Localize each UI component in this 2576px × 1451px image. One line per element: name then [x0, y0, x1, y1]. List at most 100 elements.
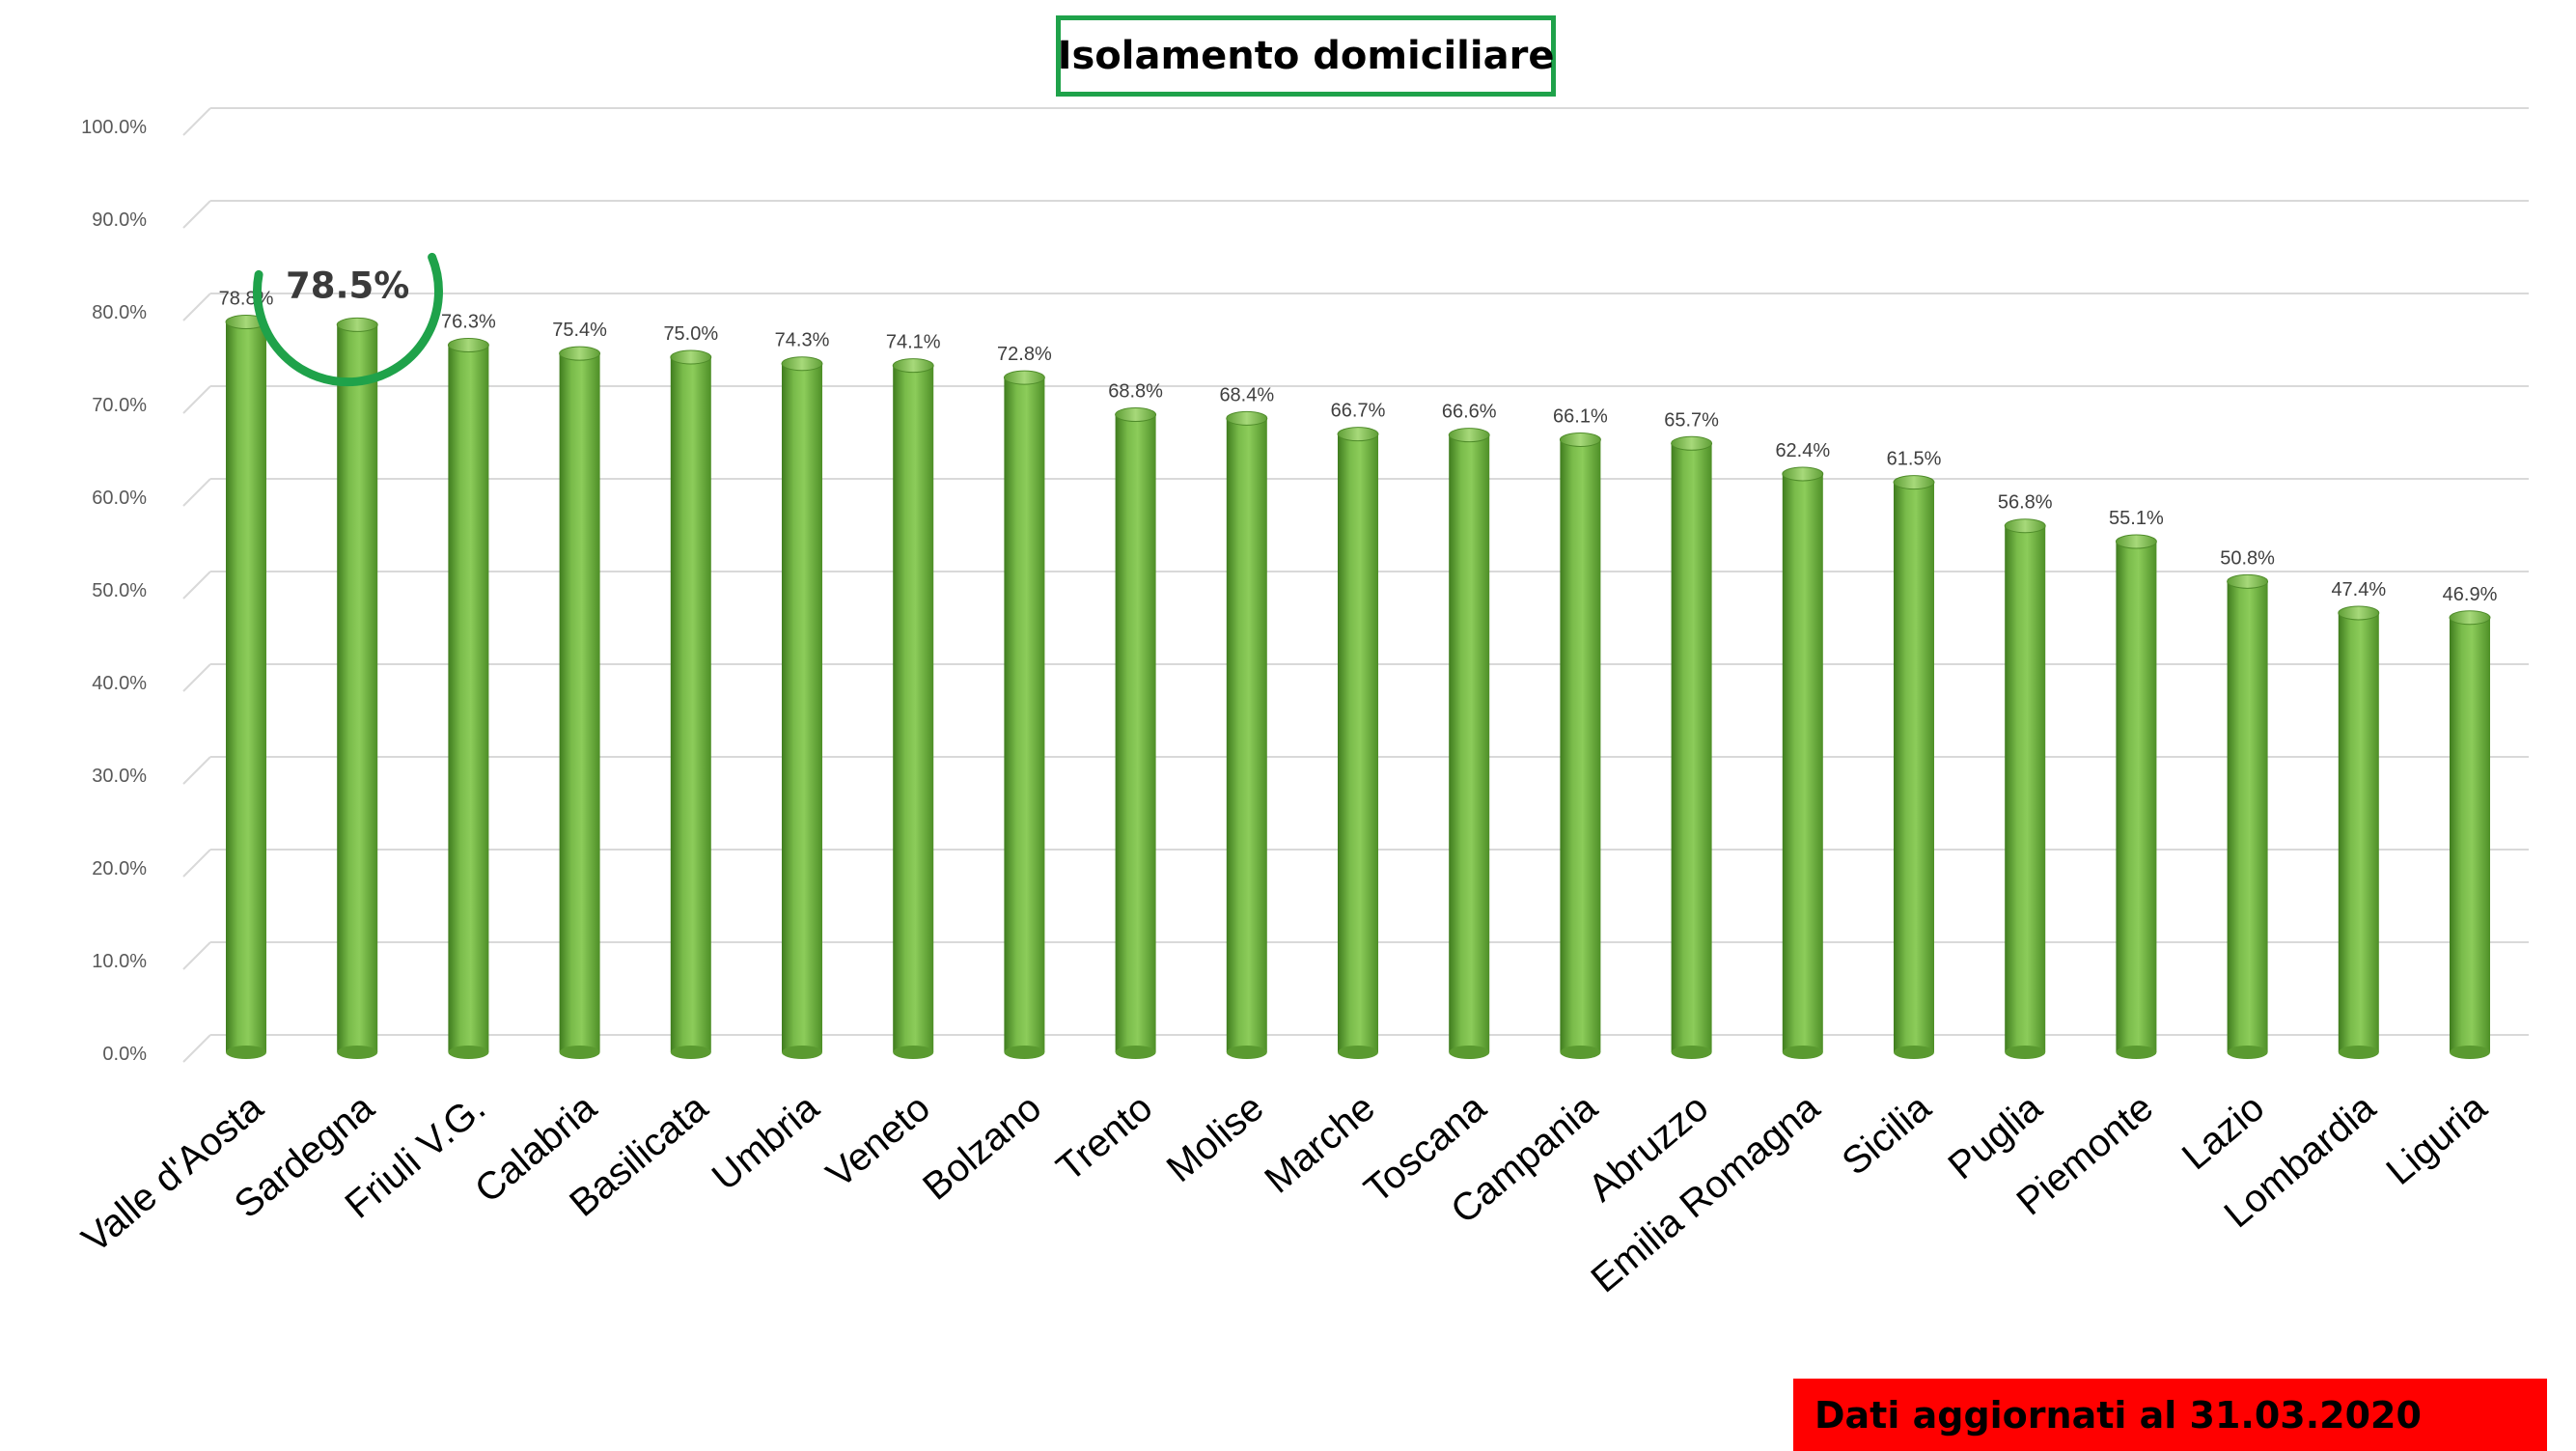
bar-cap [2004, 518, 2046, 534]
data-label: 61.5% [1887, 449, 1942, 470]
gridline-slant [182, 385, 211, 414]
bar-body [1004, 377, 1045, 1052]
gridline-slant [182, 849, 211, 878]
bar-base [2005, 1046, 2046, 1059]
bar-body [1449, 434, 1490, 1052]
data-label: 55.1% [2109, 508, 2164, 529]
bar [2227, 573, 2269, 1059]
bar-body [670, 357, 711, 1052]
data-labels: 78.8% 76.3% 75.4% 75.0% 74.3% 74.1% 72.8% 68.8%… [219, 289, 2498, 605]
bar [1893, 475, 1935, 1059]
bar-body [1338, 433, 1378, 1052]
gridline-slant [182, 941, 211, 970]
bar-body [448, 345, 489, 1052]
gridline-slant [182, 478, 211, 507]
data-label: 66.1% [1553, 405, 1608, 427]
bar-base [1560, 1046, 1601, 1059]
bar-cap [447, 338, 489, 353]
gridline-slant [182, 293, 211, 321]
bar-base [1894, 1046, 1934, 1059]
bar [1337, 427, 1379, 1059]
bar [336, 317, 378, 1059]
bar-base [1449, 1046, 1490, 1059]
data-label: 68.4% [1219, 384, 1274, 405]
bar-body [893, 365, 934, 1052]
bar [1226, 410, 1268, 1059]
bar [892, 358, 934, 1059]
bar-base [226, 1046, 266, 1059]
bar-base [782, 1046, 822, 1059]
x-tick-label: Bolzano [915, 1086, 1049, 1209]
data-label: 74.1% [886, 332, 941, 353]
bar [2449, 610, 2491, 1059]
bar-cap [1115, 407, 1157, 423]
bar [1115, 407, 1157, 1059]
bar [559, 346, 601, 1059]
bar-body [2227, 581, 2268, 1052]
bar-body [1894, 482, 1934, 1053]
bar [1003, 370, 1045, 1059]
bar-body [782, 363, 822, 1053]
x-tick-label: Trento [1049, 1086, 1161, 1189]
data-label: 68.8% [1108, 381, 1163, 403]
bar-base [893, 1046, 934, 1059]
bar-base [337, 1046, 378, 1059]
bar [1448, 428, 1490, 1059]
bar-base [670, 1046, 711, 1059]
bar [781, 356, 823, 1059]
bar-base [1671, 1046, 1712, 1059]
bar-body [1671, 443, 1712, 1052]
highlight-callout: 78.5% [252, 252, 443, 387]
bar-cap [1448, 428, 1490, 443]
data-label: 65.7% [1664, 409, 1719, 431]
y-tick-label: 30.0% [92, 766, 147, 787]
bar-cap [1782, 466, 1824, 482]
bar-base [1782, 1046, 1823, 1059]
x-tick-label: Molise [1159, 1086, 1272, 1190]
bar-base [1004, 1046, 1045, 1059]
gridline [182, 107, 2529, 136]
bar-base [2338, 1046, 2379, 1059]
x-tick-label: Liguria [2379, 1086, 2496, 1193]
gridline-slant [182, 756, 211, 785]
bar-body [1560, 439, 1601, 1052]
bar-body [1115, 414, 1156, 1052]
x-tick-label: Valle d'Aosta [74, 1086, 271, 1262]
y-axis-tick-labels: 0.0% 10.0% 20.0% 30.0% 40.0% 50.0% 60.0% 70.0% 8… [81, 117, 147, 1065]
bar-base [559, 1046, 600, 1059]
bar-body [1782, 473, 1823, 1053]
bar-cap [2338, 605, 2380, 621]
data-label: 75.0% [663, 323, 718, 345]
x-tick-label: Umbria [705, 1086, 828, 1199]
bar-cap [1003, 370, 1045, 385]
bar-cap [1226, 410, 1268, 426]
bar-base [1338, 1046, 1378, 1059]
bar-cap [2115, 534, 2157, 549]
data-label: 46.9% [2443, 584, 2498, 605]
data-label: 74.3% [775, 330, 830, 351]
bar-body [2338, 612, 2379, 1052]
data-label: 56.8% [1998, 492, 2053, 514]
data-label: 66.6% [1442, 402, 1497, 423]
bar-body [1226, 418, 1267, 1052]
bar-body [2005, 525, 2046, 1052]
bar-cap [892, 358, 934, 374]
bar-cap [2449, 610, 2491, 626]
data-label: 72.8% [997, 344, 1052, 365]
y-tick-label: 60.0% [92, 488, 147, 509]
y-tick-label: 40.0% [92, 673, 147, 694]
bar-body [2450, 617, 2490, 1052]
bar-base [1226, 1046, 1267, 1059]
y-tick-label: 80.0% [92, 302, 147, 323]
bar [447, 338, 489, 1059]
y-tick-label: 90.0% [92, 209, 147, 231]
y-tick-label: 100.0% [81, 117, 147, 138]
bar [225, 315, 267, 1059]
callout-value: 78.5% [286, 265, 409, 306]
bar [1671, 435, 1713, 1059]
gridline [182, 293, 2529, 321]
update-date-text: Dati aggiornati al 31.03.2020 [1814, 1393, 2422, 1437]
bar-base [1115, 1046, 1156, 1059]
bar-cap [336, 317, 378, 332]
